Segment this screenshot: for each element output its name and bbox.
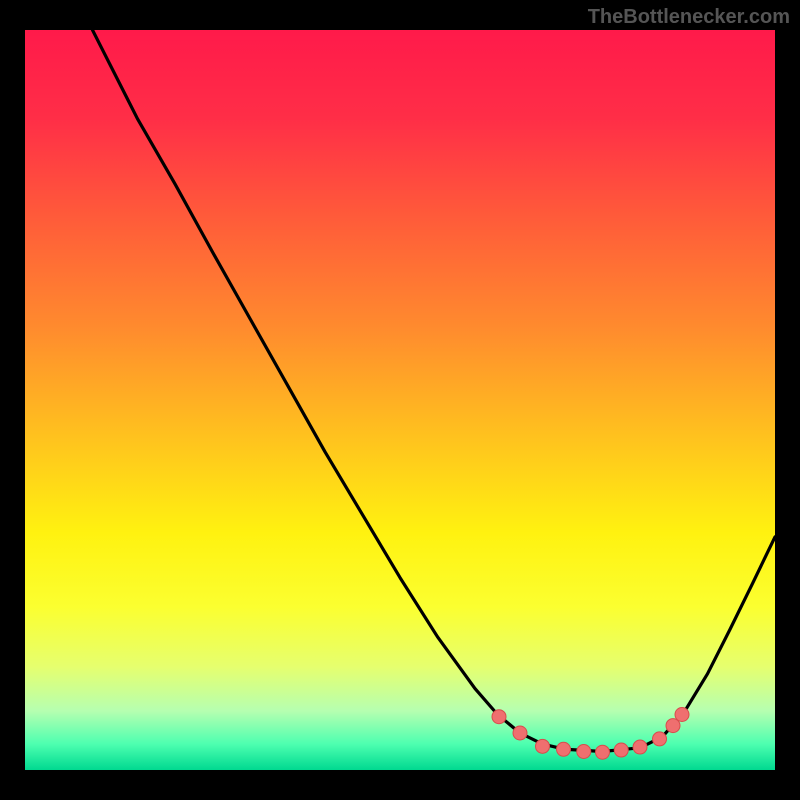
data-marker (536, 739, 550, 753)
plot-background (25, 30, 775, 770)
data-marker (633, 740, 647, 754)
data-marker (596, 745, 610, 759)
data-marker (513, 726, 527, 740)
data-marker (653, 732, 667, 746)
bottleneck-chart (0, 0, 800, 800)
data-marker (492, 710, 506, 724)
watermark-text: TheBottlenecker.com (588, 6, 790, 29)
data-marker (614, 743, 628, 757)
data-marker (675, 708, 689, 722)
chart-container: TheBottlenecker.com (0, 0, 800, 800)
data-marker (577, 745, 591, 759)
data-marker (557, 742, 571, 756)
